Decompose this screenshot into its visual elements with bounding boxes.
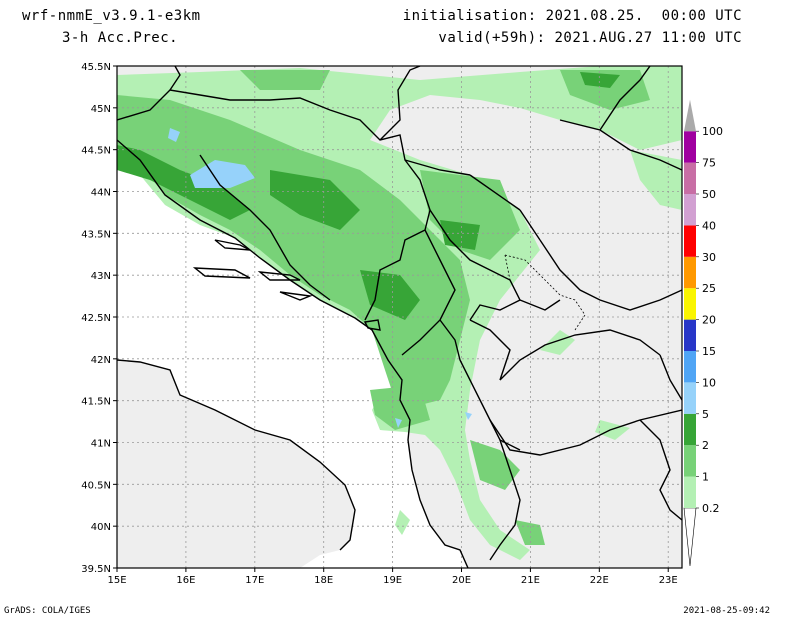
italy-land <box>117 360 355 568</box>
colorbar-swatch <box>684 319 696 351</box>
lon-label: 22E <box>590 575 609 586</box>
precip-heavy <box>117 72 620 320</box>
lat-label: 40.5N <box>81 480 111 491</box>
lon-label: 20E <box>452 575 471 586</box>
colorbar-label: 100 <box>702 125 723 138</box>
lat-label: 43.5N <box>81 229 111 240</box>
colorbar-swatch <box>684 162 696 194</box>
colorbar-label: 0.2 <box>702 502 720 515</box>
colorbar-swatch <box>684 288 696 320</box>
lon-label: 16E <box>176 575 195 586</box>
colorbar-label: 30 <box>702 251 716 264</box>
colorbar-label: 75 <box>702 157 716 170</box>
dashed-borders <box>504 254 586 331</box>
coastlines-borders <box>117 66 682 568</box>
lon-label: 23E <box>659 575 678 586</box>
initialisation-time: initialisation: 2021.08.25. 00:00 UTC <box>402 8 742 24</box>
axis-labels: 45.5N 45N 44.5N 44N 43.5N 43N 42.5N 42N 41.5N 41N… <box>81 62 677 586</box>
lat-label: 39.5N <box>81 564 111 575</box>
colorbar-swatch <box>684 256 696 289</box>
colorbar-label: 10 <box>702 376 716 389</box>
colorbar-label: 25 <box>702 282 716 295</box>
timestamp: 2021-08-25-09:42 <box>683 606 770 616</box>
colorbar-label: 5 <box>702 408 709 421</box>
precip-light-blue <box>168 128 472 428</box>
colorbar-swatch <box>684 382 696 414</box>
lat-label: 42N <box>91 355 111 366</box>
colorbar-swatch <box>684 351 696 383</box>
colorbar-swatch <box>684 476 696 508</box>
colorbar-label: 50 <box>702 188 716 201</box>
colorbar-label: 2 <box>702 439 709 452</box>
lon-label: 21E <box>521 575 540 586</box>
lon-label: 19E <box>383 575 402 586</box>
colorbar-label: 1 <box>702 471 709 484</box>
model-name: wrf-nmmE_v3.9.1-e3km <box>22 8 201 24</box>
colorbar-label: 15 <box>702 345 716 358</box>
lat-label: 44N <box>91 188 111 199</box>
lat-label: 41.5N <box>81 397 111 408</box>
valid-time: valid(+59h): 2021.AUG.27 11:00 UTC <box>438 30 742 46</box>
colorbar-label: 20 <box>702 314 716 327</box>
graticule <box>117 66 682 568</box>
lon-label: 17E <box>245 575 264 586</box>
lat-label: 44.5N <box>81 146 111 157</box>
lat-label: 42.5N <box>81 313 111 324</box>
colorbar-swatch <box>684 99 696 132</box>
colorbar-swatch <box>684 445 696 477</box>
lat-label: 45N <box>91 104 111 115</box>
field-name: 3-h Acc.Prec. <box>62 30 179 46</box>
lon-label: 15E <box>107 575 126 586</box>
lat-label: 41N <box>91 439 111 450</box>
lat-label: 45.5N <box>81 62 111 73</box>
colorbar-swatch <box>684 131 696 163</box>
colorbar-swatch <box>684 413 696 446</box>
colorbar-swatch <box>684 225 696 257</box>
lat-label: 40N <box>91 522 111 533</box>
colorbar-swatch <box>684 194 696 226</box>
lon-label: 18E <box>314 575 333 586</box>
lat-label: 43N <box>91 271 111 282</box>
grads-credit: GrADS: COLA/IGES <box>4 606 91 616</box>
colorbar-label: 40 <box>702 219 716 232</box>
